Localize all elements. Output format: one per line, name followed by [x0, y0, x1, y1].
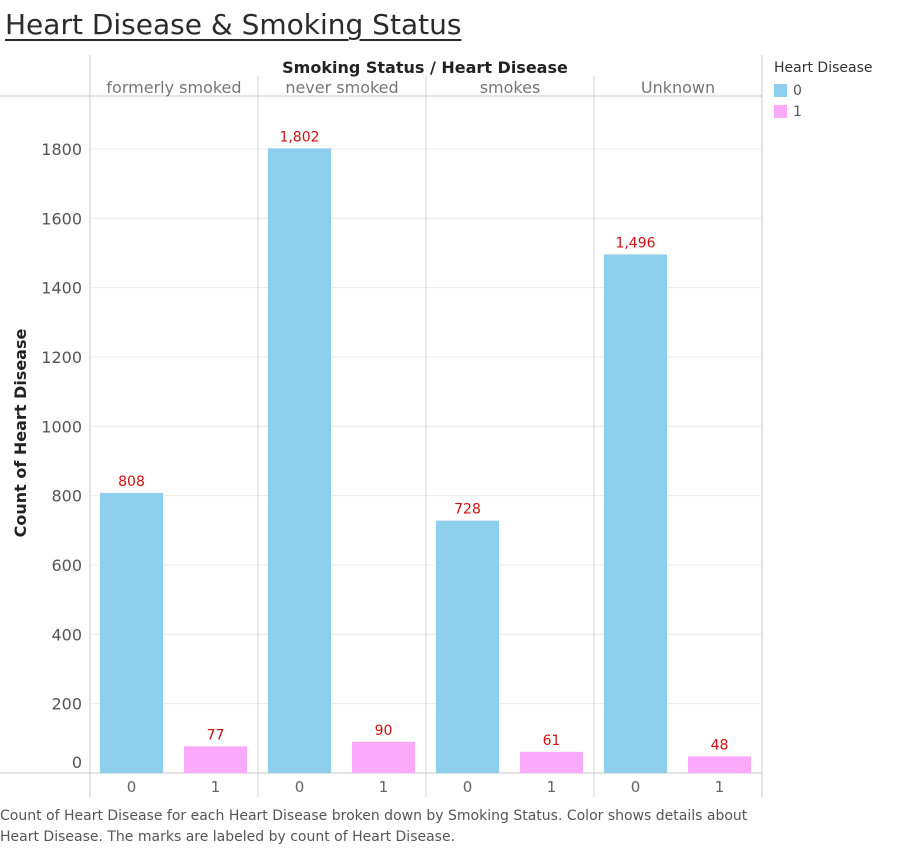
- bar: [352, 741, 415, 773]
- legend-title: Heart Disease: [774, 60, 873, 76]
- bar-value-label: 808: [118, 474, 145, 490]
- bar-value-label: 1,802: [279, 129, 319, 145]
- x-tick-label: 1: [715, 778, 725, 796]
- y-tick-label: 400: [51, 625, 82, 644]
- bar: [604, 254, 667, 774]
- bar-labels: 808 77 1,802 90 728 61 1,496 48: [118, 129, 728, 753]
- category-header: smokes: [480, 78, 541, 97]
- x-tick-label: 0: [295, 778, 305, 796]
- chart-title: Heart Disease & Smoking Status: [5, 8, 462, 41]
- bar: [688, 756, 751, 773]
- x-tick-label: 0: [463, 778, 473, 796]
- x-tick-label: 0: [631, 778, 641, 796]
- y-tick-label: 1600: [41, 209, 82, 228]
- legend: Heart Disease 0 1: [774, 60, 872, 122]
- y-axis-label: Count of Heart Disease: [11, 328, 30, 537]
- bar-value-label: 1,496: [615, 235, 655, 251]
- bar-value-label: 77: [207, 727, 225, 743]
- bar: [268, 148, 331, 774]
- y-tick-label: 600: [51, 556, 82, 575]
- bar-value-label: 90: [375, 723, 393, 739]
- y-axis-ticks: 0 200 400 600 800 1000 1200 1400 1600 1800: [41, 140, 82, 772]
- x-tick-label: 1: [379, 778, 389, 796]
- bar-chart: Smoking Status / Heart Disease Count of …: [0, 55, 763, 797]
- y-tick-label: 200: [51, 695, 82, 714]
- legend-swatch-1: [774, 105, 787, 118]
- y-tick-label: 1800: [41, 140, 82, 159]
- bar-value-label: 48: [711, 737, 729, 753]
- bar-value-label: 61: [543, 733, 561, 749]
- bar: [184, 746, 247, 773]
- bar-value-label: 728: [454, 502, 481, 518]
- x-tick-label: 1: [211, 778, 221, 796]
- y-tick-label: 1000: [41, 417, 82, 436]
- y-tick-label: 800: [51, 487, 82, 506]
- x-tick-label: 0: [127, 778, 137, 796]
- x-tick-label: 1: [547, 778, 557, 796]
- category-header: Unknown: [641, 78, 715, 97]
- bar: [436, 520, 499, 773]
- bars: [100, 148, 751, 774]
- category-header: never smoked: [285, 78, 398, 97]
- legend-label-1: 1: [793, 103, 802, 120]
- bar: [520, 751, 583, 773]
- column-header: Smoking Status / Heart Disease: [282, 58, 568, 77]
- category-header: formerly smoked: [106, 78, 241, 97]
- y-tick-label: 1200: [41, 348, 82, 367]
- category-headers: formerly smoked never smoked smokes Unknown: [106, 78, 715, 97]
- x-axis-ticks: 0 1 0 1 0 1 0 1: [127, 778, 725, 796]
- y-tick-label: 0: [72, 753, 82, 772]
- legend-label-0: 0: [793, 82, 802, 99]
- chart-caption: Count of Heart Disease for each Heart Di…: [0, 808, 748, 845]
- legend-item-1[interactable]: 1: [774, 101, 872, 122]
- bar: [100, 492, 163, 773]
- legend-item-0[interactable]: 0: [774, 80, 872, 101]
- y-tick-label: 1400: [41, 279, 82, 298]
- legend-swatch-0: [774, 84, 787, 97]
